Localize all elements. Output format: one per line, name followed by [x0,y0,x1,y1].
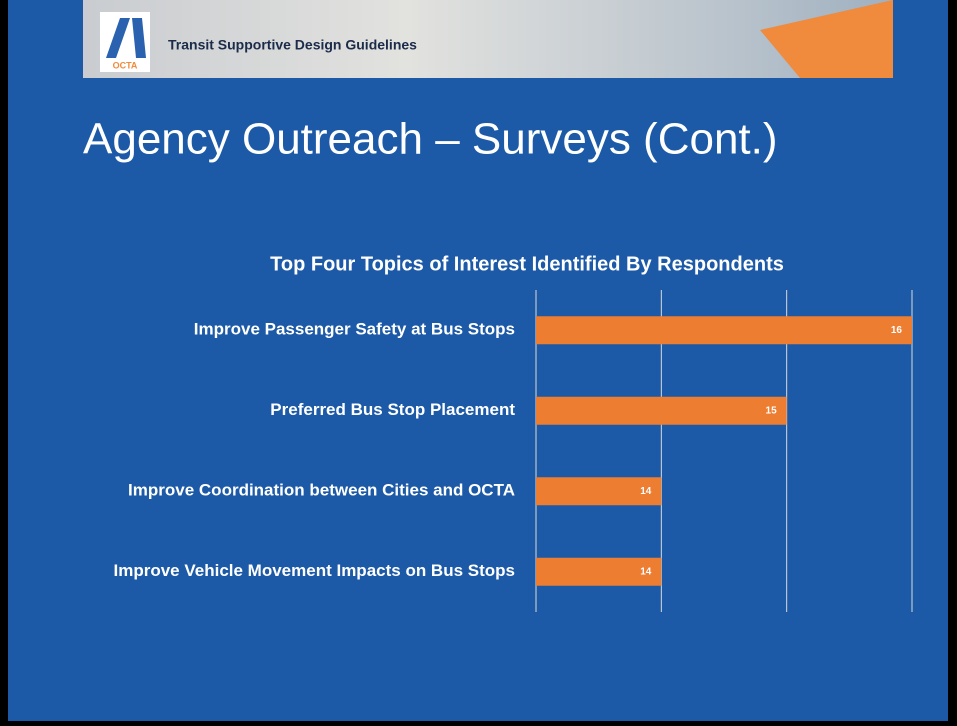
value-label: 14 [640,486,652,497]
category-label: Improve Coordination between Cities and … [128,481,515,500]
category-label: Preferred Bus Stop Placement [270,400,515,419]
category-label: Improve Vehicle Movement Impacts on Bus … [114,561,516,580]
value-label: 15 [766,405,778,416]
chart-title: Top Four Topics of Interest Identified B… [270,253,784,275]
banner-text: Transit Supportive Design Guidelines [168,37,417,53]
bar [536,397,787,425]
logo-text: OCTA [113,60,138,70]
slide-background [8,0,948,721]
bar [536,316,912,344]
slide-title: Agency Outreach – Surveys (Cont.) [83,115,778,164]
value-label: 14 [640,566,652,577]
category-label: Improve Passenger Safety at Bus Stops [194,320,515,339]
value-label: 16 [891,325,903,336]
slide: OCTA Transit Supportive Design Guideline… [0,0,957,721]
